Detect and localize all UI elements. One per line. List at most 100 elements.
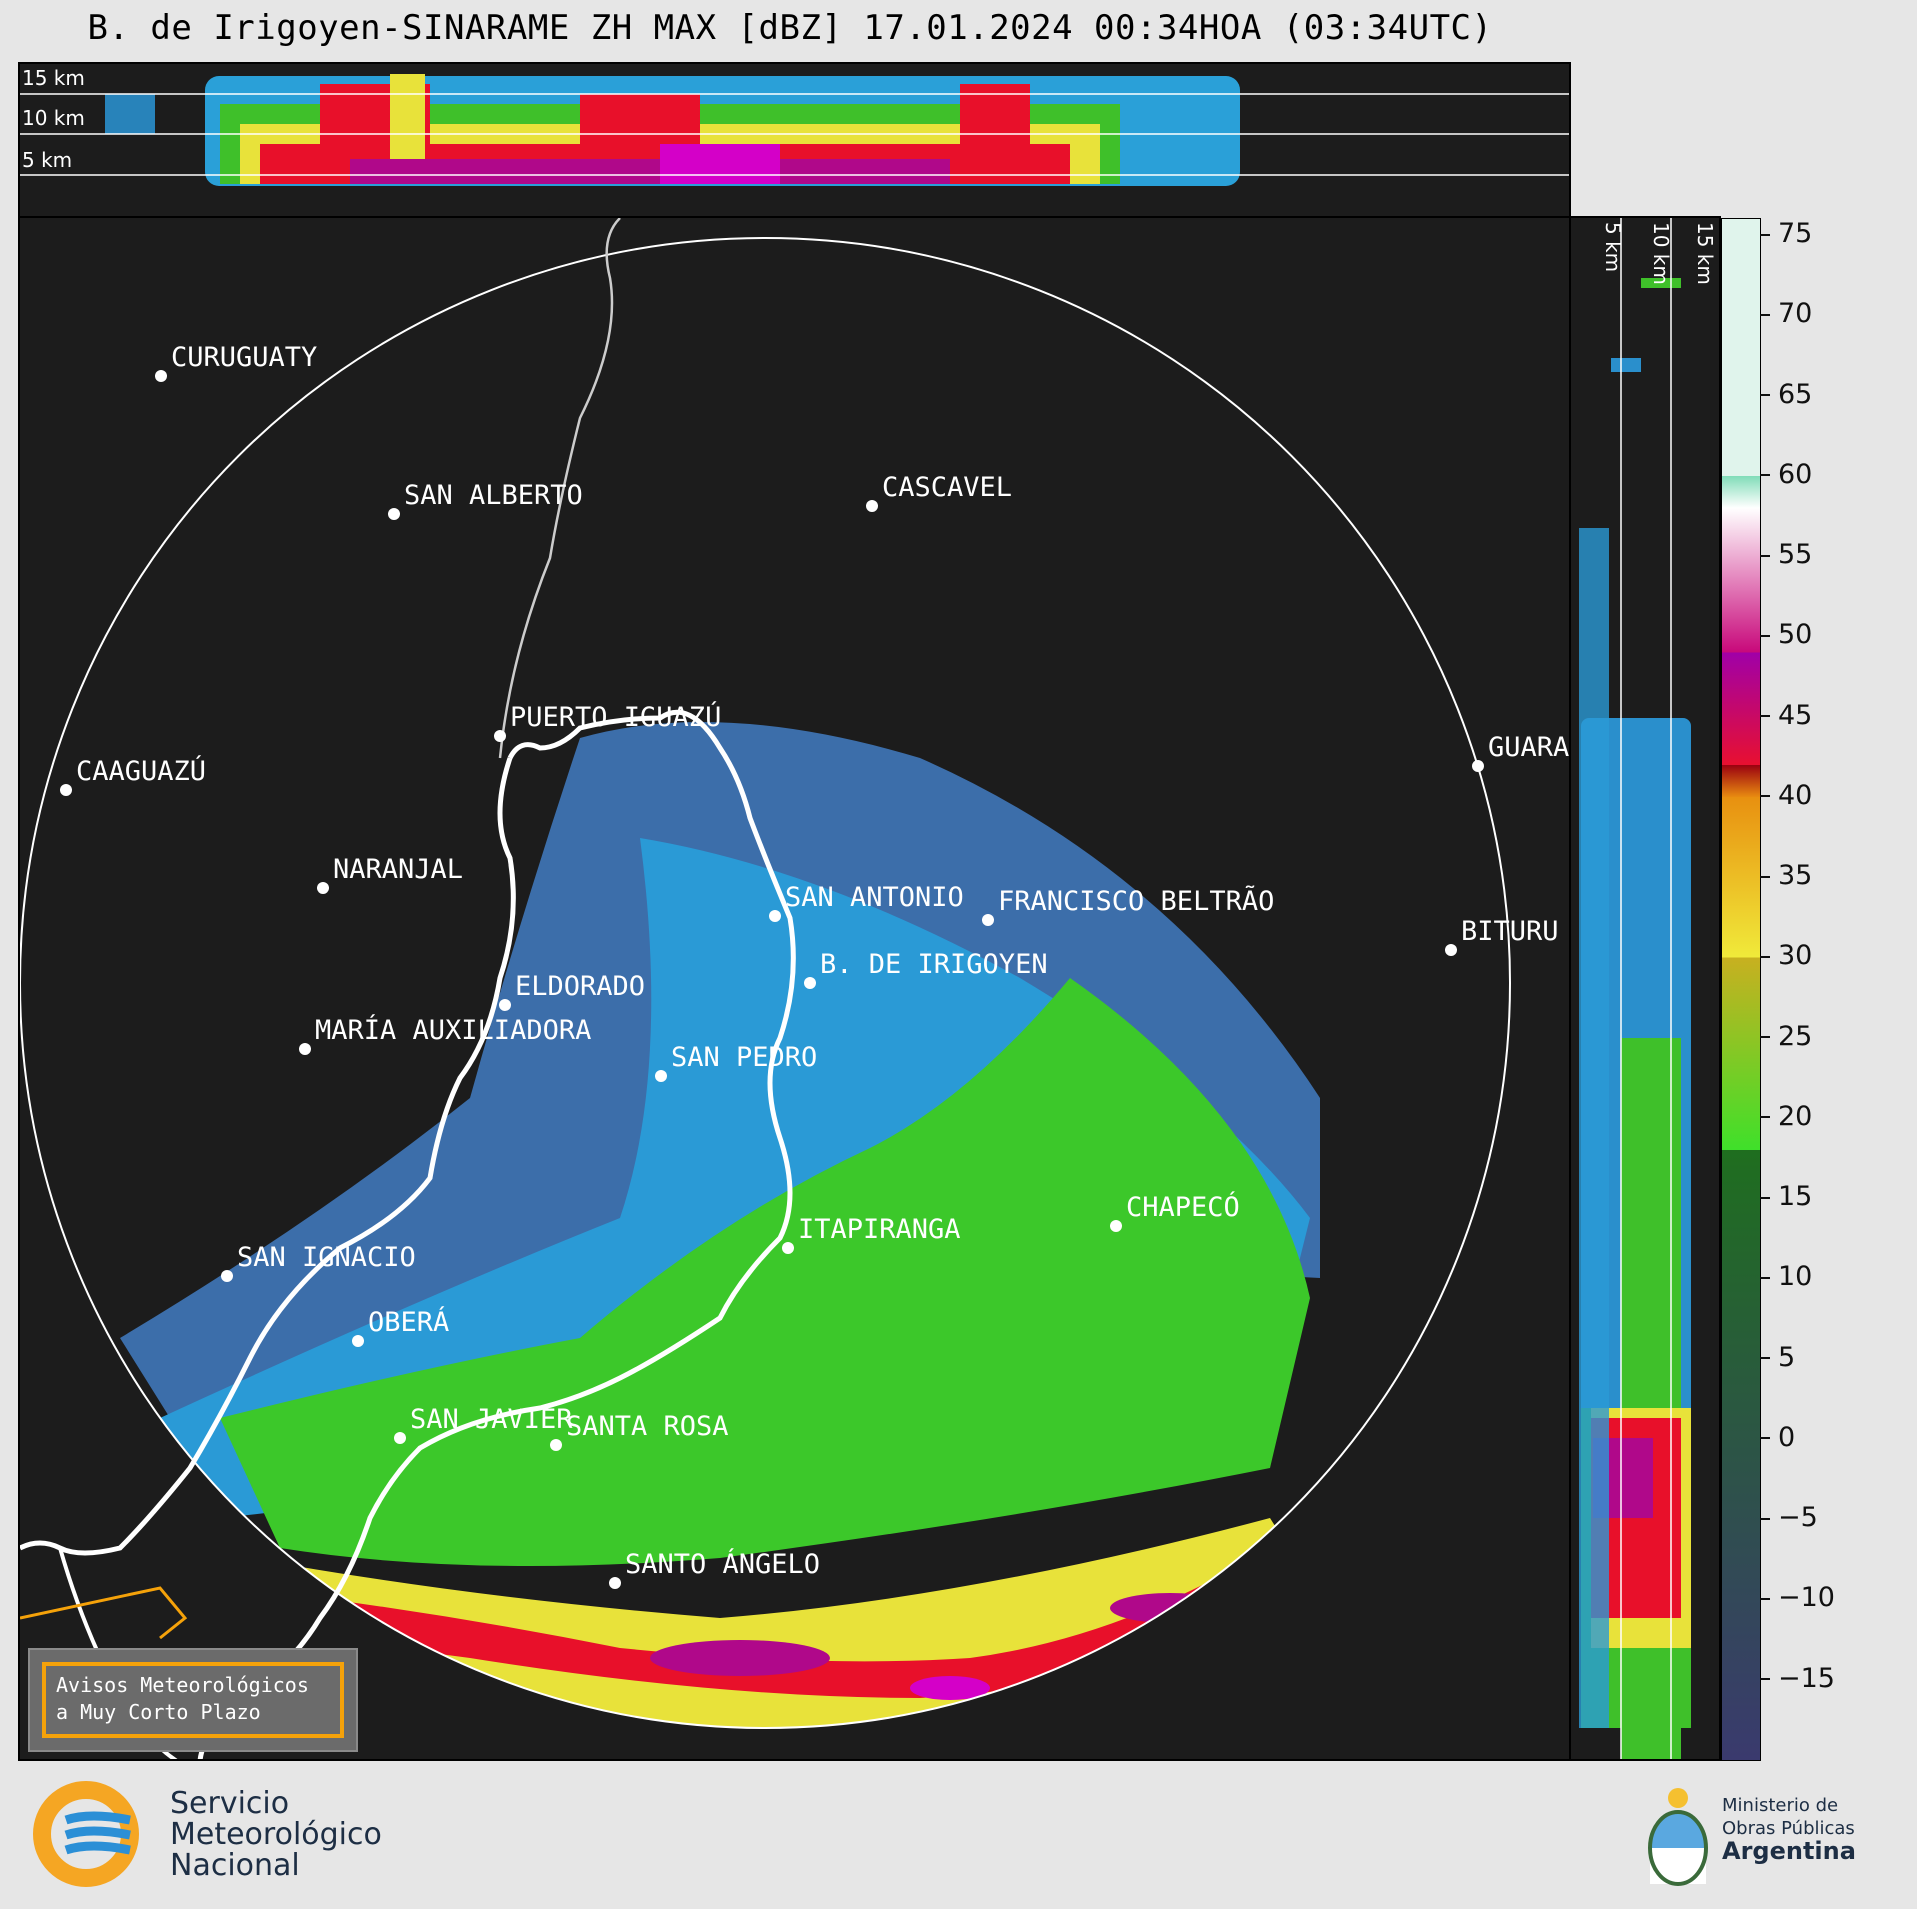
argentina-paraguay-border xyxy=(20,757,516,1556)
top-label-10km: 10 km xyxy=(22,106,85,130)
ministerio-line-3: Argentina xyxy=(1722,1837,1856,1865)
city-label-puerto-iguazu: PUERTO IGUAZÚ xyxy=(510,701,721,733)
warning-line-1: Avisos Meteorológicos xyxy=(56,1673,309,1697)
city-label-caaguazu: CAAGUAZÚ xyxy=(76,755,206,787)
colorbar-tick-mark xyxy=(1760,1116,1770,1119)
city-marker-san-alberto[interactable] xyxy=(388,508,400,520)
colorbar-tick: −15 xyxy=(1760,1665,1880,1692)
colorbar-tick: 0 xyxy=(1760,1424,1880,1451)
city-marker-cascavel[interactable] xyxy=(866,500,878,512)
city-marker-b-de-irigoyen[interactable] xyxy=(804,977,816,989)
city-label-san-antonio: SAN ANTONIO xyxy=(785,882,964,913)
colorbar-tick-mark xyxy=(1760,1678,1770,1681)
cities-layer: CURUGUATY SAN ALBERTO CASCAVEL CAAGUAZÚ GUAR… xyxy=(60,342,1569,1589)
argentina-brazil-border xyxy=(197,709,796,1759)
colorbar-tick-mark xyxy=(1760,634,1770,637)
city-label-curuguaty: CURUGUATY xyxy=(171,342,317,373)
colorbar-tick-mark xyxy=(1760,1437,1770,1440)
colorbar-tick: 5 xyxy=(1760,1344,1880,1371)
city-label-cascavel: CASCAVEL xyxy=(882,472,1012,503)
top-label-15km: 15 km xyxy=(22,66,85,90)
city-marker-santa-rosa[interactable] xyxy=(550,1439,562,1451)
top-echo-band xyxy=(105,74,1240,186)
colorbar-tick-mark xyxy=(1760,795,1770,798)
city-marker-chapeco[interactable] xyxy=(1110,1220,1122,1232)
side-cross-section: 5 km 10 km 15 km xyxy=(1569,216,1721,1761)
city-label-guara: GUARA xyxy=(1488,732,1569,763)
city-label-maria-auxiliadora: MARÍA AUXILIADORA xyxy=(315,1014,591,1046)
colorbar-tick: 50 xyxy=(1760,621,1880,648)
colorbar-tick-mark xyxy=(1760,394,1770,397)
side-label-15km: 15 km xyxy=(1693,222,1717,285)
city-marker-san-pedro[interactable] xyxy=(655,1070,667,1082)
city-marker-eldorado[interactable] xyxy=(499,999,511,1011)
city-marker-san-ignacio[interactable] xyxy=(221,1270,233,1282)
range-ring xyxy=(20,237,1511,1729)
warning-box-frame: Avisos Meteorológicos a Muy Corto Plazo xyxy=(42,1662,344,1738)
city-marker-curuguaty[interactable] xyxy=(155,370,167,382)
colorbar-tick: −5 xyxy=(1760,1504,1880,1531)
smn-line-3: Nacional xyxy=(170,1848,300,1883)
city-marker-san-antonio[interactable] xyxy=(769,910,781,922)
colorbar-tick: 70 xyxy=(1760,300,1880,327)
colorbar-tick-mark xyxy=(1760,1357,1770,1360)
city-label-itapiranga: ITAPIRANGA xyxy=(798,1214,961,1245)
city-marker-guara[interactable] xyxy=(1472,760,1484,772)
city-label-chapeco: CHAPECÓ xyxy=(1126,1191,1240,1223)
colorbar-tick-mark xyxy=(1760,1276,1770,1279)
paraguay-brazil-border xyxy=(498,218,621,759)
reflectivity-field xyxy=(120,722,1320,1728)
colorbar-tick-mark xyxy=(1760,554,1770,557)
argentina-coat-of-arms-icon xyxy=(1648,1788,1708,1886)
city-label-b-de-irigoyen: B. DE IRIGOYEN xyxy=(820,949,1048,980)
colorbar-tick-mark xyxy=(1760,875,1770,878)
radar-map-canvas: CURUGUATY SAN ALBERTO CASCAVEL CAAGUAZÚ GUAR… xyxy=(20,218,1569,1759)
colorbar-tick: 15 xyxy=(1760,1183,1880,1210)
colorbar-tick: 20 xyxy=(1760,1103,1880,1130)
city-label-bituru: BITURU xyxy=(1461,916,1559,947)
city-label-santo-angelo: SANTO ÁNGELO xyxy=(625,1548,820,1580)
city-marker-bituru[interactable] xyxy=(1445,944,1457,956)
city-label-san-alberto: SAN ALBERTO xyxy=(404,480,583,511)
city-label-santa-rosa: SANTA ROSA xyxy=(566,1411,729,1442)
city-marker-naranjal[interactable] xyxy=(317,882,329,894)
ministerio-line-2: Obras Públicas xyxy=(1722,1818,1855,1839)
city-marker-san-javier[interactable] xyxy=(394,1432,406,1444)
warning-outline xyxy=(20,1586,188,1640)
city-marker-itapiranga[interactable] xyxy=(782,1242,794,1254)
colorbar-tick: 35 xyxy=(1760,862,1880,889)
city-label-san-ignacio: SAN IGNACIO xyxy=(237,1242,416,1273)
colorbar-tick: 55 xyxy=(1760,541,1880,568)
smn-emblem xyxy=(33,1781,139,1887)
city-label-francisco-beltrao: FRANCISCO BELTRÃO xyxy=(998,885,1274,917)
colorbar-tick: −10 xyxy=(1760,1584,1880,1611)
colorbar-tick: 10 xyxy=(1760,1263,1880,1290)
warning-box[interactable]: Avisos Meteorológicos a Muy Corto Plazo xyxy=(28,1648,358,1752)
colorbar-tick: 25 xyxy=(1760,1023,1880,1050)
ministerio-line-1: Ministerio de xyxy=(1722,1795,1839,1816)
city-marker-santo-angelo[interactable] xyxy=(609,1577,621,1589)
colorbar-ticks: 75 70 65 60 55 50 45 40 35 30 25 20 15 10 5 0 −5 −10 −15 xyxy=(1760,218,1880,1759)
warning-line-2: a Muy Corto Plazo xyxy=(56,1700,261,1724)
chart-title: B. de Irigoyen-SINARAME ZH MAX [dBZ] 17.… xyxy=(87,8,1493,48)
side-cross-section-canvas xyxy=(1579,218,1691,1759)
city-marker-caaguazu[interactable] xyxy=(60,784,72,796)
smn-line-2: Meteorológico xyxy=(170,1817,382,1852)
colorbar-tick-mark xyxy=(1760,715,1770,718)
city-marker-maria-auxiliadora[interactable] xyxy=(299,1043,311,1055)
side-label-5km: 5 km xyxy=(1601,222,1625,273)
ministerio-logo: Ministerio de Obras Públicas Argentina xyxy=(1640,1778,1910,1893)
city-marker-puerto-iguazu[interactable] xyxy=(494,730,506,742)
side-echo-band xyxy=(1579,278,1691,1759)
colorbar-tick: 40 xyxy=(1760,782,1880,809)
top-cross-section-canvas xyxy=(20,74,1569,186)
radar-map[interactable]: CURUGUATY SAN ALBERTO CASCAVEL CAAGUAZÚ GUAR… xyxy=(18,216,1571,1761)
city-label-naranjal: NARANJAL xyxy=(333,854,463,885)
city-marker-obera[interactable] xyxy=(352,1335,364,1347)
colorbar-tick: 65 xyxy=(1760,381,1880,408)
colorbar-tick-mark xyxy=(1760,955,1770,958)
colorbar-tick: 45 xyxy=(1760,702,1880,729)
city-label-obera: OBERÁ xyxy=(368,1306,449,1338)
city-marker-francisco-beltrao[interactable] xyxy=(982,914,994,926)
top-label-5km: 5 km xyxy=(22,148,73,172)
